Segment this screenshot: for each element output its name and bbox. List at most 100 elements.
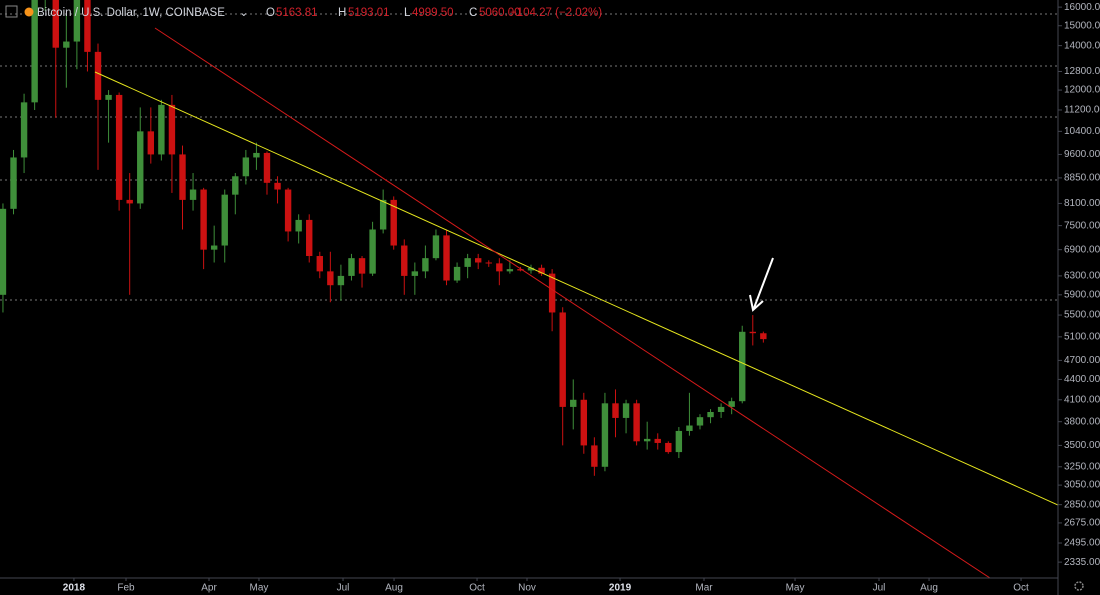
y-tick-label: 5900.00 [1064, 289, 1100, 300]
y-tick-label: 4100.00 [1064, 394, 1100, 405]
ohlc-key: C [469, 7, 477, 19]
change: −104.27 (−2.02%) [510, 7, 602, 19]
y-tick-label: 4700.00 [1064, 355, 1100, 366]
y-tick-label: 4400.00 [1064, 374, 1100, 385]
candle-body [147, 131, 155, 155]
y-tick-label: 5100.00 [1064, 331, 1100, 342]
candle-body [728, 401, 735, 407]
ohlc-key: L [404, 7, 411, 19]
candle-body [379, 199, 387, 230]
candle-body [179, 154, 186, 200]
candle-body [84, 0, 91, 52]
y-tick-label: 16000.00 [1064, 2, 1100, 13]
candle-body [580, 399, 588, 446]
candle-body [369, 229, 376, 274]
y-tick-label: 3800.00 [1064, 416, 1100, 427]
y-tick-label: 2495.00 [1064, 538, 1100, 549]
ohlc-value: 5163.81 [276, 7, 318, 19]
candle-body [432, 235, 440, 259]
symbol: Bitcoin / U.S. Dollar, 1W, COINBASE [37, 7, 225, 19]
candle-body [263, 152, 271, 183]
candle-body [760, 333, 767, 340]
candle-body [570, 399, 577, 407]
candle-body [675, 430, 683, 453]
candle-body [453, 266, 461, 281]
x-tick-label: Aug [385, 583, 403, 594]
candle-body [210, 245, 218, 250]
candle-body [749, 331, 756, 334]
candle-body [506, 269, 514, 272]
candle-body [126, 199, 133, 204]
x-tick-label: 2019 [609, 583, 632, 594]
candle-body [158, 104, 165, 155]
x-tick-label: Jul [337, 583, 350, 594]
icon [5, 5, 18, 18]
x-tick-label: Nov [518, 583, 536, 594]
y-tick-label: 2675.00 [1064, 518, 1100, 529]
candle-body [242, 157, 250, 177]
candle-body [10, 157, 17, 209]
settings-icon[interactable] [1074, 581, 1084, 591]
dropdown[interactable]: ⌄ [239, 7, 249, 19]
plot-area [0, 0, 1058, 476]
candle-body [548, 273, 556, 313]
candle-body [559, 312, 566, 407]
candle-body [485, 262, 492, 264]
ohlc-value: 5060.00 [479, 7, 521, 19]
drawings [0, 13, 1058, 301]
candle-body [527, 267, 535, 271]
y-tick-label: 9600.00 [1064, 149, 1100, 160]
candle-body [221, 194, 228, 246]
candle-body [20, 102, 28, 158]
y-tick-label: 14000.00 [1064, 40, 1100, 51]
trend-lines [94, 27, 1058, 578]
trend-line [154, 27, 991, 578]
candle-body [739, 331, 746, 402]
y-tick-label: 3500.00 [1064, 440, 1100, 451]
candle-body [707, 411, 714, 418]
candle-body [422, 258, 429, 272]
candle-body [306, 219, 313, 257]
x-tick-label: Oct [1013, 583, 1029, 594]
candle-body [115, 94, 123, 200]
candle-body [105, 94, 112, 100]
x-tick-label: 2018 [63, 583, 86, 594]
candle-body [622, 403, 630, 418]
candle-body [189, 189, 197, 200]
candle-body [464, 258, 471, 267]
candle-body [137, 131, 144, 204]
candle-body [253, 152, 260, 158]
x-tick-label: Jul [873, 583, 886, 594]
y-tick-label: 11200.00 [1064, 105, 1100, 116]
candle-body [31, 0, 38, 103]
y-tick-label: 3250.00 [1064, 461, 1100, 472]
y-tick-label: 6900.00 [1064, 244, 1100, 255]
arrow [753, 257, 774, 309]
candle-body [717, 406, 725, 412]
candle-body [443, 235, 450, 281]
candle-body [73, 0, 81, 42]
candle-body [517, 269, 524, 271]
ohlc-value: 4999.50 [412, 7, 454, 19]
candle-body [654, 438, 661, 443]
trend-line [94, 71, 1058, 506]
y-tick-label: 3050.00 [1064, 480, 1100, 491]
candle-body [538, 267, 545, 274]
y-tick-label: 10400.00 [1064, 126, 1100, 137]
candle-body [284, 189, 292, 232]
symbol-icon [24, 7, 34, 17]
candle-body [643, 438, 651, 442]
y-tick-label: 5500.00 [1064, 310, 1100, 321]
candle-body [612, 403, 619, 418]
candle-body [316, 256, 323, 272]
candle-body [63, 41, 70, 48]
candle-body [94, 51, 102, 100]
y-tick-label: 8100.00 [1064, 198, 1100, 209]
ohlc-key: O [266, 7, 275, 19]
y-tick-label: 15000.00 [1064, 20, 1100, 31]
arrow-head [749, 294, 764, 312]
candle-body [665, 442, 672, 453]
y-tick-label: 12800.00 [1064, 66, 1100, 77]
candle-body [232, 176, 239, 195]
